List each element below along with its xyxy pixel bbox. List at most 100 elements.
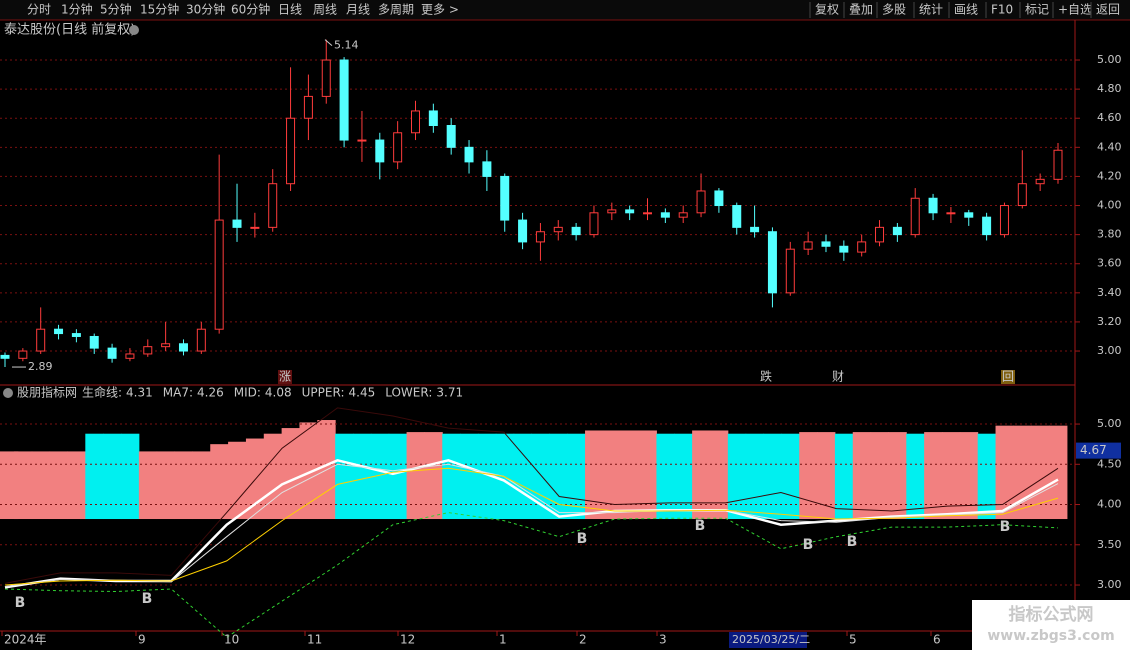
toolbar-item[interactable]: 周线: [313, 3, 337, 17]
time-cursor-box: [729, 632, 807, 648]
candle-body: [1053, 149, 1063, 180]
legend-value: 4.26: [197, 386, 224, 400]
toolbar-item[interactable]: 1分钟: [61, 2, 93, 17]
candle-body: [232, 219, 242, 228]
stock-title: 泰达股份(日线 前复权): [4, 22, 135, 38]
legend-value: 4.31: [126, 386, 153, 400]
candle-body: [910, 197, 920, 236]
state-column: [406, 432, 425, 520]
toolbar-item[interactable]: 画线: [954, 3, 978, 17]
legend-name: UPPER:: [302, 386, 345, 400]
toolbar-item[interactable]: 统计: [919, 3, 943, 17]
time-label: 6: [933, 633, 941, 647]
candle-body: [767, 231, 777, 294]
candle-body: [1017, 183, 1027, 207]
state-column: [817, 432, 836, 520]
candle-body: [196, 328, 206, 352]
candle-body: [178, 343, 188, 352]
toolbar-item[interactable]: 返回: [1096, 3, 1120, 17]
candle-body: [143, 346, 153, 355]
y-tick-label: 3.40: [1097, 286, 1122, 299]
candle-body: [339, 59, 349, 141]
y-tick-label: 4.00: [1097, 199, 1122, 212]
title-menu-icon[interactable]: [129, 25, 139, 35]
y-tick-label: 3.00: [1097, 578, 1122, 591]
event-marker-box[interactable]: [278, 370, 292, 384]
event-marker-box[interactable]: [831, 370, 845, 384]
toolbar-item[interactable]: F10: [991, 3, 1013, 17]
state-column: [585, 430, 604, 520]
state-column: [67, 451, 86, 520]
indicator-line: [4, 512, 1059, 638]
y-tick-label: 3.80: [1097, 228, 1122, 241]
toolbar-item[interactable]: 15分钟: [140, 2, 179, 17]
toolbar-item[interactable]: 复权: [815, 3, 839, 17]
toolbar-item[interactable]: 标记: [1025, 3, 1049, 17]
state-column: [727, 433, 747, 520]
candle-body: [321, 59, 331, 97]
candle-body: [696, 190, 706, 214]
state-column: [602, 430, 622, 520]
candle-body: [821, 241, 831, 247]
state-column: [13, 451, 33, 520]
event-marker-box[interactable]: [1001, 370, 1015, 384]
toolbar-item[interactable]: 更多 >: [421, 3, 459, 17]
toolbar: [0, 0, 1130, 20]
candle-body: [750, 226, 760, 233]
y-tick-label: 3.50: [1097, 538, 1122, 551]
toolbar-item[interactable]: 多周期: [378, 3, 414, 17]
state-column: [620, 430, 640, 520]
annotation-label: 5.14: [334, 39, 359, 52]
toolbar-item[interactable]: 5分钟: [100, 2, 132, 17]
candle-body: [964, 212, 974, 218]
candle-body: [0, 354, 10, 359]
state-column: [460, 433, 479, 520]
toolbar-item[interactable]: 月线: [346, 3, 370, 17]
candle-body: [161, 343, 171, 348]
indicator-menu-icon[interactable]: [3, 388, 13, 398]
candle-body: [482, 161, 492, 177]
candle-body: [428, 110, 438, 127]
candle-body: [571, 226, 581, 236]
state-column: [335, 433, 354, 520]
buy-signal: B: [577, 531, 588, 547]
candle-body: [875, 226, 885, 243]
toolbar-item[interactable]: 日线: [278, 3, 302, 17]
toolbar-item[interactable]: 30分钟: [186, 2, 225, 17]
state-column: [513, 433, 532, 520]
candle-body: [1035, 178, 1045, 185]
state-column: [495, 433, 515, 520]
state-column: [692, 430, 711, 520]
candle-body: [89, 335, 99, 349]
state-column: [959, 432, 979, 520]
candle-body: [553, 226, 563, 233]
candle-body: [803, 241, 813, 250]
candle-body: [785, 248, 795, 294]
state-column: [174, 451, 193, 520]
candle-body: [607, 209, 617, 214]
time-label: 10: [224, 633, 239, 647]
state-column: [745, 433, 765, 520]
state-column: [941, 432, 961, 520]
toolbar-item[interactable]: 多股: [882, 3, 906, 17]
event-marker-box[interactable]: [759, 370, 773, 384]
watermark-title: 指标公式网: [1009, 604, 1094, 625]
y-tick-label: 5.00: [1097, 53, 1122, 66]
time-label: 5: [849, 633, 857, 647]
toolbar-item[interactable]: 叠加: [849, 3, 873, 17]
toolbar-item[interactable]: 分时: [27, 3, 51, 17]
y-tick-label: 3.20: [1097, 315, 1122, 328]
candle-body: [125, 353, 135, 359]
state-column: [0, 451, 19, 520]
candle-body: [535, 231, 545, 243]
state-column: [977, 433, 997, 520]
state-column: [85, 433, 104, 520]
toolbar-item[interactable]: 60分钟: [231, 2, 270, 17]
state-column: [531, 433, 550, 520]
toolbar-item[interactable]: +自选: [1058, 3, 1092, 17]
time-label: 11: [307, 633, 322, 647]
state-column: [442, 433, 461, 520]
state-column: [674, 433, 693, 520]
state-column: [353, 433, 372, 520]
